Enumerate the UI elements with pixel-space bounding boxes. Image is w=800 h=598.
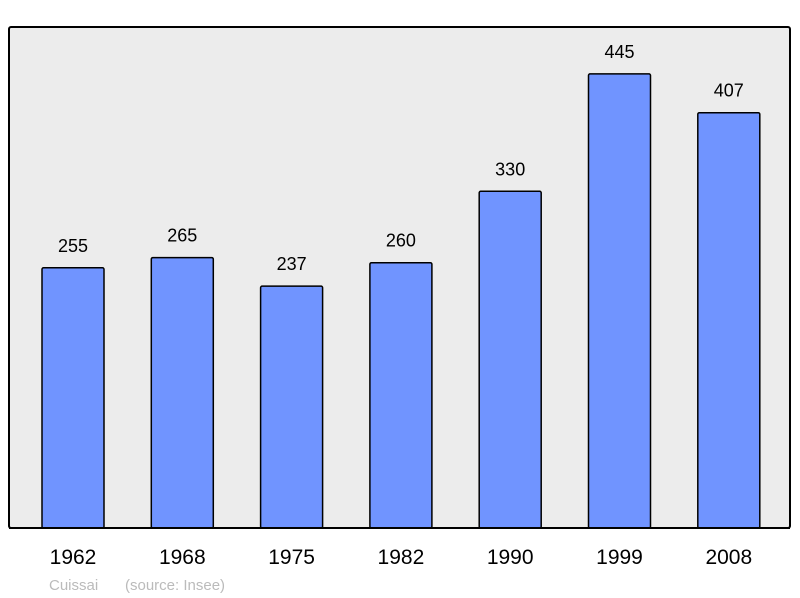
x-tick-label-1968: 1968: [159, 546, 206, 569]
x-tick-label-1982: 1982: [378, 546, 425, 569]
bar-1975: [259, 285, 324, 529]
bar-1999: [587, 73, 652, 529]
x-tick-label-2008: 2008: [705, 546, 752, 569]
bar-1968: [150, 256, 215, 529]
data-label-1968: 265: [167, 226, 197, 246]
data-label-1982: 260: [386, 231, 416, 251]
data-label-1990: 330: [495, 159, 525, 179]
bar-1990: [478, 190, 542, 529]
bar-2008: [697, 111, 761, 529]
x-tick-label-1990: 1990: [487, 546, 534, 569]
data-label-1962: 255: [58, 236, 88, 256]
data-label-2008: 407: [714, 81, 744, 101]
data-label-1975: 237: [277, 254, 307, 274]
data-label-1999: 445: [604, 42, 634, 62]
x-tick-label-1962: 1962: [50, 546, 97, 569]
bar-1962: [41, 267, 105, 529]
footer-source: (source: Insee): [125, 577, 225, 594]
footer-commune: Cuissai: [49, 577, 98, 594]
x-tick-label-1999: 1999: [596, 546, 643, 569]
bar-1982: [369, 261, 433, 529]
x-tick-label-1975: 1975: [268, 546, 315, 569]
